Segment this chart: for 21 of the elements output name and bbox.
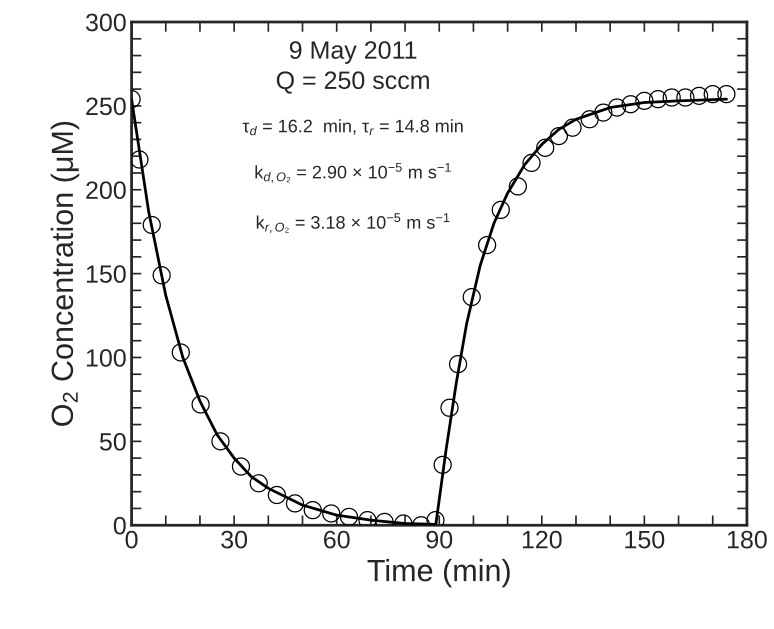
x-tick-label: 150 [625,530,664,548]
y-tick-label: 150 [86,265,126,283]
x-tick-label: 120 [522,530,562,548]
y-tick-label: 100 [86,349,126,367]
x-tick-label: 30 [221,530,248,548]
annotation: Q = 250 sccm [276,71,429,94]
annotation: k$_{d,O₂}$ = 2.90 × 10$^{−5}$ m s$^{−1}$ [255,162,451,183]
y-tick-label: 0 [114,516,126,535]
y-tick-label: 250 [86,97,126,116]
y-tick-label: 50 [100,432,126,451]
x-tick-label: 90 [426,530,452,548]
x-tick-label: 180 [728,530,767,548]
annotation: τ$_{d}$ = 16.2 min, τ$_{r}$ = 14.8 min [242,119,463,136]
y-axis-title: O$_{2}$ Concentration (μM) [50,122,80,426]
y-tick-label: 200 [86,181,126,200]
x-axis-title: Time (min) [368,558,510,588]
y-tick-label: 300 [86,14,126,32]
x-tick-label: 60 [324,530,350,548]
annotation: k$_{r,O₂}$ = 3.18 × 10$^{−5}$ m s$^{−1}$ [256,213,450,234]
annotation: 9 May 2011 [290,41,416,64]
x-tick-label: 0 [126,530,138,548]
